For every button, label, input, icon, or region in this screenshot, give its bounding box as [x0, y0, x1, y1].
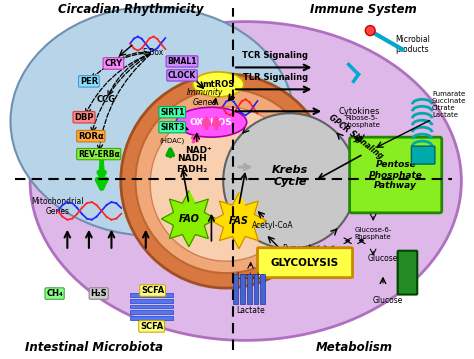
Polygon shape [162, 191, 216, 247]
Text: Lactate: Lactate [236, 306, 265, 315]
Text: PER: PER [80, 77, 98, 86]
Text: SIRT3: SIRT3 [160, 123, 184, 132]
Text: SCFA: SCFA [141, 286, 164, 295]
Bar [246, 274, 252, 303]
Ellipse shape [30, 22, 461, 340]
Text: Metabolism: Metabolism [315, 341, 392, 354]
Text: Fumarate
Succinate
Citrate
Lactate: Fumarate Succinate Citrate Lactate [432, 91, 466, 118]
Ellipse shape [176, 107, 246, 137]
Text: GLYCOLYSIS: GLYCOLYSIS [271, 258, 338, 268]
Text: Cytokines: Cytokines [339, 107, 380, 116]
Text: Ribose-5-
phosphate: Ribose-5- phosphate [343, 115, 380, 128]
Text: E-Box: E-Box [142, 48, 163, 57]
Text: Pyruvate: Pyruvate [283, 244, 317, 253]
Text: NADH
FADH₂: NADH FADH₂ [176, 154, 208, 174]
Bar [130, 304, 173, 308]
Text: Acetyl-CoA: Acetyl-CoA [252, 221, 294, 230]
Text: Glucose: Glucose [368, 254, 398, 263]
Text: SIRT1: SIRT1 [160, 108, 184, 117]
Text: Immune System: Immune System [310, 3, 417, 16]
Text: Krebs
Cycle: Krebs Cycle [272, 165, 308, 187]
Text: Mitochondrial
Genes: Mitochondrial Genes [31, 197, 84, 216]
Text: mtROS: mtROS [202, 80, 235, 89]
FancyBboxPatch shape [411, 146, 435, 164]
Text: REV-ERBα: REV-ERBα [78, 150, 119, 159]
Text: RORα: RORα [78, 132, 104, 141]
Bar [233, 274, 238, 303]
Bar [254, 274, 258, 303]
Text: Circadian Rhythmicity: Circadian Rhythmicity [58, 3, 203, 16]
Text: GPCR Signaling: GPCR Signaling [327, 113, 384, 161]
Text: NAD⁺: NAD⁺ [185, 146, 212, 155]
Circle shape [365, 25, 375, 36]
Bar [130, 299, 173, 303]
Text: TLR Signaling: TLR Signaling [243, 73, 308, 82]
Text: Microbial
products: Microbial products [395, 35, 430, 54]
Text: SCFA: SCFA [140, 322, 163, 331]
Circle shape [223, 113, 356, 249]
Ellipse shape [193, 72, 244, 97]
Text: OXPHOS: OXPHOS [190, 118, 233, 127]
Text: Immunity
Genes: Immunity Genes [186, 88, 223, 107]
Text: BMAL1: BMAL1 [167, 57, 197, 66]
Bar [130, 317, 173, 321]
Text: Glucose: Glucose [373, 296, 403, 305]
Bar [260, 274, 265, 303]
Text: CRY: CRY [104, 59, 122, 68]
Text: (HDAC): (HDAC) [160, 138, 185, 144]
Bar [130, 311, 173, 314]
FancyBboxPatch shape [350, 137, 442, 213]
Polygon shape [211, 193, 266, 249]
FancyBboxPatch shape [257, 248, 353, 278]
Ellipse shape [121, 74, 331, 288]
Ellipse shape [150, 107, 302, 261]
Text: FAS: FAS [229, 216, 249, 226]
Text: DBP: DBP [74, 113, 94, 122]
Text: CH₄: CH₄ [46, 289, 63, 298]
FancyBboxPatch shape [398, 251, 417, 294]
Text: TCR Signaling: TCR Signaling [242, 51, 308, 60]
Text: CLOCK: CLOCK [168, 71, 196, 80]
Text: Glucose-6-
Phosphate: Glucose-6- Phosphate [355, 227, 392, 240]
Text: CCG: CCG [97, 95, 116, 104]
Text: Intestinal Microbiota: Intestinal Microbiota [25, 341, 163, 354]
Bar [130, 293, 173, 297]
Ellipse shape [136, 89, 317, 273]
Text: FAO: FAO [178, 214, 200, 224]
Bar [240, 274, 245, 303]
Text: Lactate: Lactate [236, 272, 265, 281]
Text: H₂S: H₂S [91, 289, 107, 298]
Ellipse shape [10, 7, 295, 236]
Text: Pentose
Phosphate
Pathway: Pentose Phosphate Pathway [369, 160, 423, 190]
